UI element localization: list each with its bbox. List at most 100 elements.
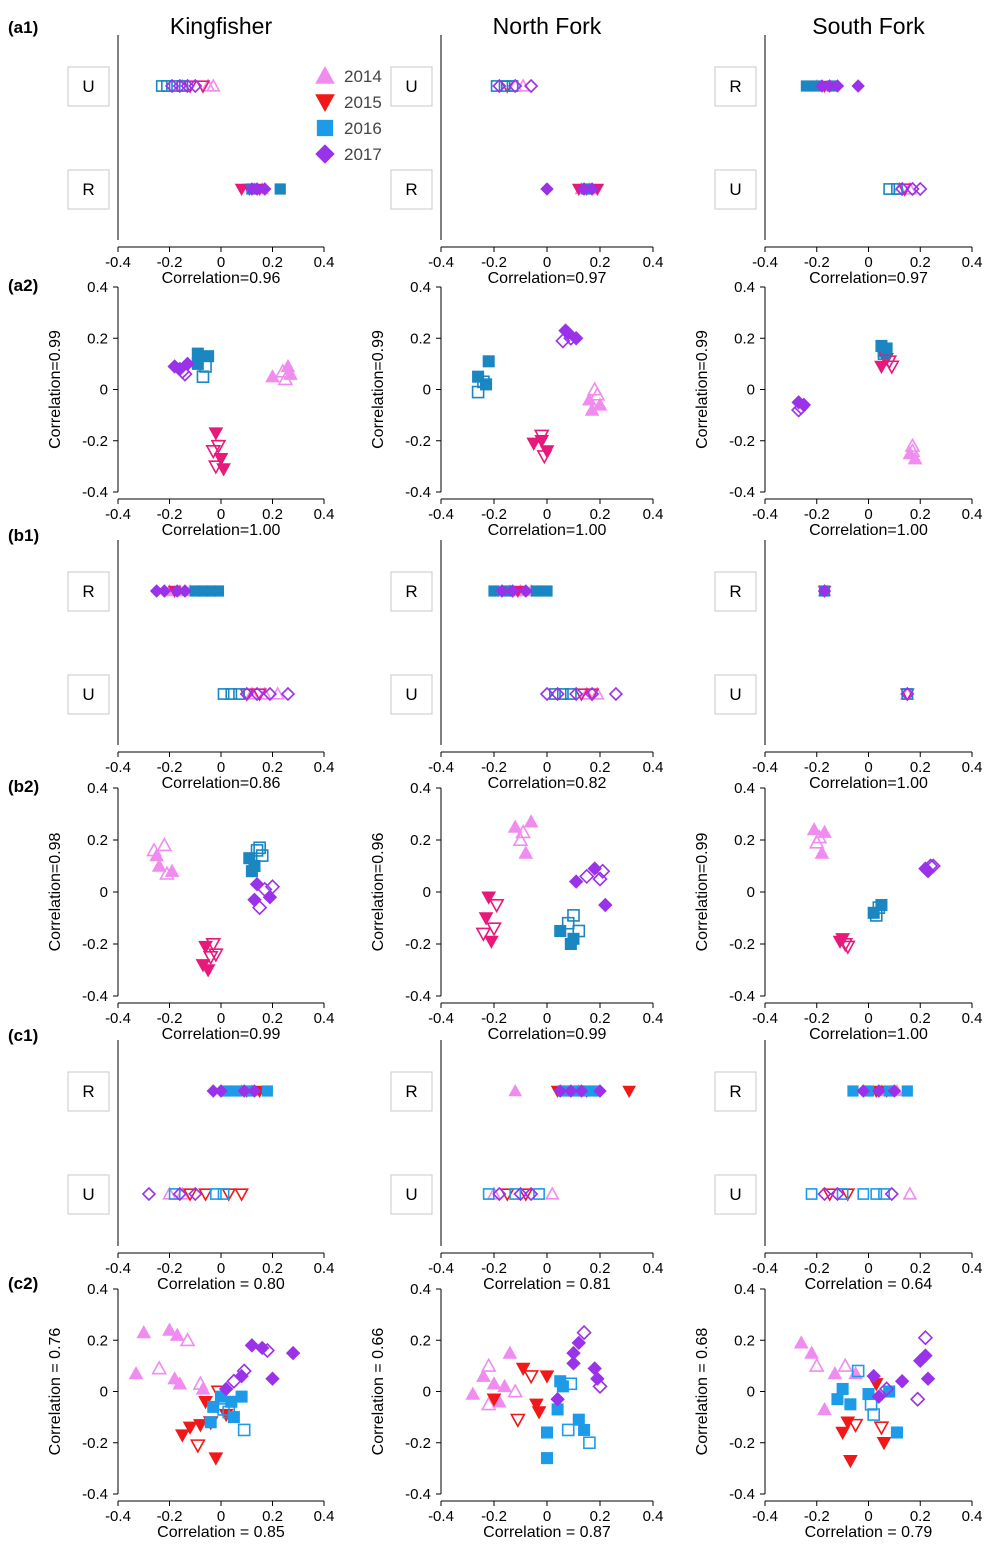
column-title: North Fork xyxy=(493,13,602,39)
marker-2017 xyxy=(569,686,584,702)
marker-2017 xyxy=(259,1342,275,1359)
marker-2015 xyxy=(481,891,497,905)
marker-2016 xyxy=(168,1188,181,1200)
marker-2017 xyxy=(574,1084,589,1098)
x-tick-label: 0.4 xyxy=(314,506,335,523)
x-tick-label: 0.2 xyxy=(262,506,283,523)
marker-2016 xyxy=(564,937,577,951)
marker-2017 xyxy=(239,686,254,702)
marker-2016 xyxy=(209,1188,222,1200)
marker-2016 xyxy=(480,378,493,391)
marker-2016 xyxy=(490,80,503,92)
marker-2016 xyxy=(572,924,586,938)
category-label: U xyxy=(82,1185,94,1204)
marker-2017 xyxy=(262,686,278,702)
marker-2015 xyxy=(475,927,492,942)
marker-2014 xyxy=(512,831,529,847)
x-tick-label: -0.2 xyxy=(481,506,507,523)
x-tick-label: 0.2 xyxy=(262,1260,283,1277)
marker-2017 xyxy=(188,78,203,94)
x-tick-label: -0.4 xyxy=(752,506,778,523)
x-tick-label: -0.2 xyxy=(804,506,830,523)
x-tick-label: -0.2 xyxy=(481,254,507,271)
y-tick-label: -0.4 xyxy=(82,484,108,501)
x-tick-label: 0 xyxy=(543,506,551,523)
marker-2017 xyxy=(157,584,172,598)
marker-2015 xyxy=(216,463,231,477)
category-box xyxy=(67,1174,110,1215)
marker-2017 xyxy=(566,1356,581,1371)
marker-2017 xyxy=(244,1338,260,1353)
panel-b1-3: -0.4 -0.2 0 0.2 0.4 Correlation=1.00 R U xyxy=(714,540,983,792)
y-tick-label: -0.4 xyxy=(729,484,755,501)
marker-2014 xyxy=(205,78,221,92)
x-tick-label: -0.2 xyxy=(804,759,830,776)
marker-2014 xyxy=(827,1366,843,1380)
marker-2016 xyxy=(883,1385,896,1398)
marker-2017 xyxy=(913,181,928,197)
y-tick-label: 0.2 xyxy=(87,832,108,849)
marker-2017 xyxy=(587,1361,602,1376)
marker-2014 xyxy=(817,1401,832,1416)
x-axis-label: Correlation = 0.85 xyxy=(157,1524,285,1541)
x-tick-label: 0 xyxy=(217,1260,225,1277)
marker-2016 xyxy=(870,1188,883,1200)
marker-2015 xyxy=(189,1439,206,1454)
x-tick-label: -0.2 xyxy=(804,254,830,271)
marker-2014 xyxy=(486,1376,502,1390)
marker-2017 xyxy=(592,1378,608,1395)
marker-2017 xyxy=(590,1371,605,1386)
x-tick-label: -0.4 xyxy=(428,1010,454,1027)
marker-2016 xyxy=(225,1395,238,1408)
marker-2015 xyxy=(874,360,889,374)
x-tick-label: 0.4 xyxy=(314,1508,335,1525)
x-tick-label: -0.4 xyxy=(105,1508,131,1525)
y-tick-label: -0.2 xyxy=(82,936,108,953)
marker-2017 xyxy=(571,1335,587,1351)
marker-2014 xyxy=(544,1186,560,1200)
marker-2016 xyxy=(540,1452,554,1465)
marker-2017 xyxy=(587,861,602,876)
x-tick-label: 0.2 xyxy=(590,1260,611,1277)
marker-2015 xyxy=(539,1370,555,1384)
marker-2015 xyxy=(213,452,229,467)
marker-2016 xyxy=(583,1436,596,1450)
marker-2014 xyxy=(156,837,173,852)
marker-2014 xyxy=(136,1325,152,1339)
x-axis-label: Correlation = 0.87 xyxy=(483,1524,611,1541)
marker-2015 xyxy=(210,439,227,455)
x-axis-label: Correlation = 0.80 xyxy=(157,1276,285,1293)
x-axis-label: Correlation=1.00 xyxy=(809,1026,928,1043)
marker-2017 xyxy=(566,1345,581,1361)
x-tick-label: -0.2 xyxy=(157,1010,183,1027)
category-box xyxy=(67,1071,110,1112)
marker-2016 xyxy=(168,80,181,92)
marker-2015 xyxy=(847,1418,864,1433)
marker-2016 xyxy=(506,80,519,92)
marker-2017 xyxy=(553,1084,567,1098)
marker-2014 xyxy=(128,1366,144,1380)
y-tick-label: 0 xyxy=(423,1384,431,1401)
legend-label: 2016 xyxy=(344,119,382,138)
marker-2014 xyxy=(507,819,523,833)
x-tick-label: 0.4 xyxy=(962,759,983,776)
category-box xyxy=(67,66,110,107)
x-tick-label: 0.2 xyxy=(590,1010,611,1027)
x-tick-label: 0 xyxy=(217,254,225,271)
x-tick-label: 0.2 xyxy=(590,506,611,523)
marker-2014 xyxy=(480,1357,497,1372)
marker-2016 xyxy=(878,1188,890,1200)
x-axis-label: Correlation=1.00 xyxy=(809,522,928,539)
x-axis-label: Correlation = 0.64 xyxy=(805,1276,933,1293)
marker-2014 xyxy=(169,1327,185,1341)
marker-2017 xyxy=(172,1186,187,1202)
marker-2016 xyxy=(572,1413,585,1426)
marker-2017 xyxy=(513,1186,528,1202)
marker-2017 xyxy=(576,1324,592,1341)
panel-c2-1: -0.4 -0.2 0 0.2 0.4 -0.4 -0.2 0 0.2 0.4 Correlatio… xyxy=(47,1281,334,1541)
marker-2016 xyxy=(862,1388,875,1401)
x-tick-label: 0.2 xyxy=(262,759,283,776)
panel-label: (a2) xyxy=(8,276,38,295)
x-tick-label: 0 xyxy=(864,759,872,776)
